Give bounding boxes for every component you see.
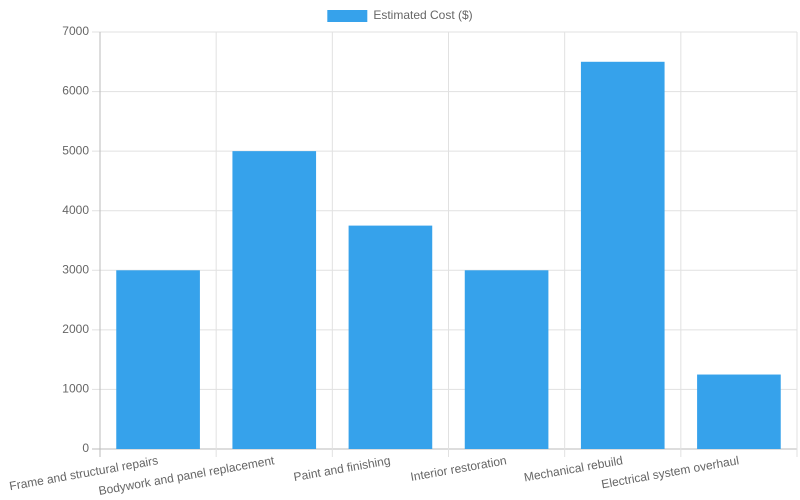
y-tick-label: 3000: [62, 262, 89, 276]
bar: [348, 225, 433, 449]
y-tick-label: 1000: [62, 382, 89, 396]
y-tick-label: 2000: [62, 322, 89, 336]
bar: [116, 270, 200, 449]
y-tick-label: 0: [82, 441, 89, 455]
y-tick-label: 4000: [62, 203, 89, 217]
bar: [232, 151, 317, 449]
bar: [464, 270, 549, 449]
x-tick-label: Paint and finishing: [292, 453, 391, 484]
legend-label: Estimated Cost ($): [373, 8, 472, 22]
bar: [697, 374, 781, 449]
y-tick-label: 7000: [62, 24, 89, 38]
legend: Estimated Cost ($): [327, 8, 473, 22]
x-tick-label: Interior restoration: [409, 453, 507, 484]
bar: [580, 61, 665, 450]
y-tick-label: 6000: [62, 84, 89, 98]
legend-swatch: [327, 10, 368, 22]
y-tick-label: 5000: [62, 143, 89, 157]
